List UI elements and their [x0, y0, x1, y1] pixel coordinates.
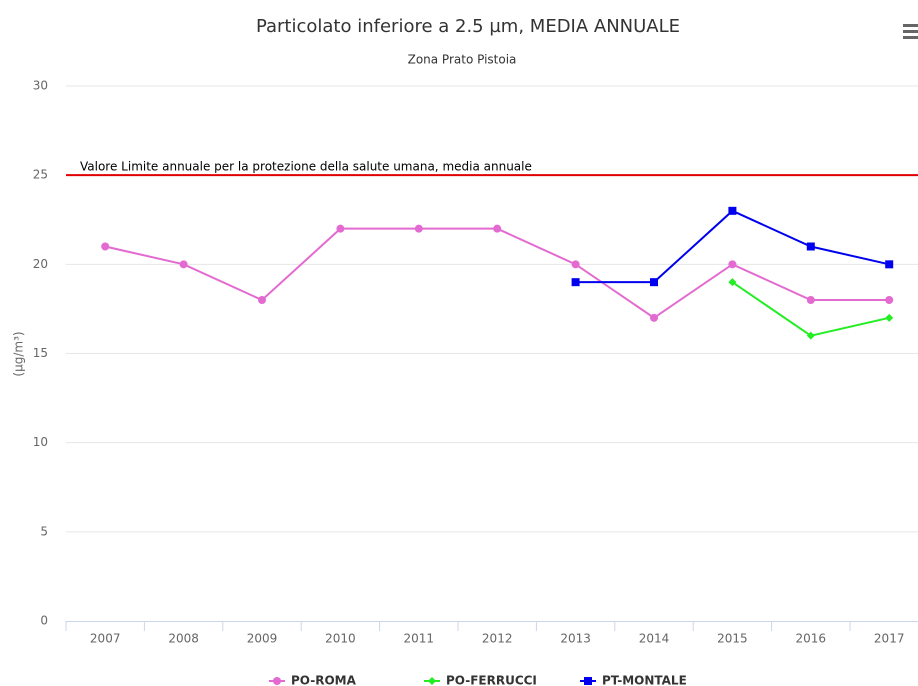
point	[571, 260, 580, 269]
x-tick-label: 2013	[560, 632, 591, 646]
series-line	[575, 209, 890, 284]
point	[101, 242, 110, 251]
series-line	[104, 227, 890, 320]
point	[728, 278, 737, 287]
point	[728, 206, 737, 215]
chart-subtitle: Zona Prato Pistoia	[408, 53, 517, 67]
x-tick-label: 2009	[247, 632, 278, 646]
point	[584, 677, 592, 685]
y-tick-label: 0	[40, 614, 48, 628]
x-tick-label: 2010	[325, 632, 356, 646]
point	[493, 224, 502, 233]
x-tick-label: 2017	[874, 632, 905, 646]
series-line	[731, 281, 890, 337]
y-tick-label: 25	[33, 168, 48, 182]
menu-bar[interactable]	[903, 24, 918, 27]
x-tick-label: 2012	[482, 632, 513, 646]
y-tick-label: 10	[33, 435, 48, 449]
y-tick-label: 15	[33, 346, 48, 360]
x-tick-label: 2016	[796, 632, 827, 646]
point	[806, 331, 815, 340]
y-tick-label: 30	[33, 79, 48, 93]
point	[428, 677, 436, 685]
chart-title: Particolato inferiore a 2.5 µm, MEDIA AN…	[256, 16, 680, 37]
y-tick-label: 20	[33, 257, 48, 271]
point	[728, 260, 737, 269]
point	[650, 278, 658, 287]
x-tick-label: 2011	[404, 632, 435, 646]
point	[336, 224, 345, 233]
legend-label: PO-ROMA	[291, 674, 357, 686]
point	[885, 260, 894, 269]
point	[650, 313, 658, 322]
x-tick-label: 2008	[168, 632, 199, 646]
point	[571, 278, 580, 287]
menu-button[interactable]	[903, 24, 918, 39]
menu-bar[interactable]	[903, 30, 918, 33]
point	[414, 224, 423, 233]
menu-bar[interactable]	[903, 36, 918, 39]
point	[179, 260, 188, 269]
legend-label: PO-FERRUCCI	[446, 674, 537, 686]
point	[806, 296, 815, 304]
plot-line-label: Valore Limite annuale per la protezione …	[80, 160, 532, 174]
point	[273, 677, 281, 685]
x-tick-label: 2015	[717, 632, 748, 646]
point	[806, 242, 815, 251]
x-tick-label: 2014	[639, 632, 670, 646]
y-tick-label: 5	[40, 524, 48, 538]
x-tick-label: 2007	[90, 632, 121, 646]
legend-label: PT-MONTALE	[602, 674, 687, 686]
y-axis-label: (µg/m³)	[12, 331, 26, 376]
point	[258, 296, 266, 304]
point	[885, 296, 894, 304]
point	[885, 313, 894, 322]
